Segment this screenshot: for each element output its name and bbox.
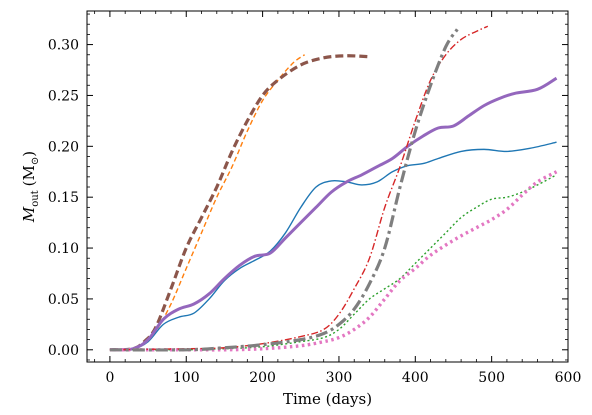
series-line-2 (109, 54, 370, 352)
series-line-4 (109, 76, 558, 352)
series-line-3 (109, 141, 557, 351)
series-line-5 (109, 174, 557, 351)
series-line-8 (109, 28, 459, 352)
series-line-7 (109, 25, 489, 351)
y-tick-label: 0.00 (48, 343, 79, 359)
x-tick-label: 0 (105, 370, 114, 386)
series-line-1 (109, 54, 306, 351)
y-axis-label: Mout (M⊙) (20, 151, 41, 223)
x-tick-label: 500 (478, 370, 505, 386)
x-tick-label: 400 (402, 370, 429, 386)
y-tick-label: 0.15 (48, 190, 79, 206)
y-axis-label-unit-open: (M (20, 165, 38, 186)
plot-frame (86, 10, 569, 363)
series-line-6 (109, 170, 558, 352)
y-tick-label: 0.30 (48, 38, 79, 54)
x-axis-label: Time (days) (283, 390, 372, 408)
y-tick-label: 0.20 (48, 139, 79, 155)
y-axis-label-sub: out (30, 190, 41, 206)
series-layer (109, 25, 558, 352)
y-tick-label: 0.05 (48, 292, 79, 308)
y-tick-label: 0.25 (48, 88, 79, 104)
y-tick-label: 0.10 (48, 241, 79, 257)
y-axis-label-main: M (20, 206, 38, 223)
x-tick-label: 200 (249, 370, 276, 386)
y-axis-label-unit-sub: ⊙ (30, 157, 41, 165)
x-tick-label: 100 (173, 370, 200, 386)
x-tick-label: 600 (555, 370, 582, 386)
ticks-layer: 0 100 200 300 400 500 600 0.00 0.05 0.10 0.15 0.20 0… (48, 11, 582, 386)
x-tick-label: 300 (326, 370, 353, 386)
y-axis-label-unit-close: ) (20, 151, 38, 157)
